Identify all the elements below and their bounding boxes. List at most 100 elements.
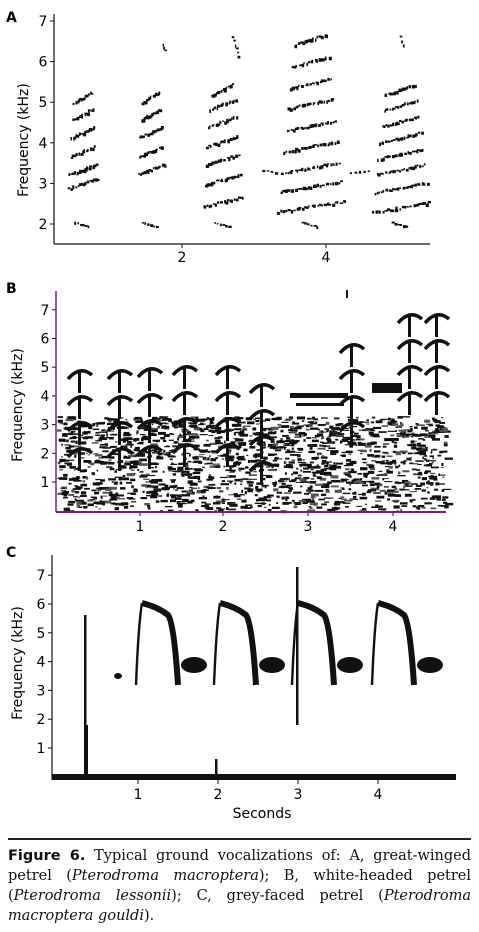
noise-band-b <box>95 431 100 434</box>
noise-band-b <box>151 485 159 489</box>
noise-band-b <box>210 450 217 453</box>
call-trace-a <box>330 183 332 186</box>
y-tick-label: 7 <box>37 568 46 584</box>
noise-band-b <box>187 500 193 504</box>
noise-band-b <box>353 432 359 435</box>
noise-band-b <box>166 493 170 497</box>
noise-band-b <box>285 457 290 460</box>
noise-band-b <box>120 487 126 490</box>
noise-band-b <box>311 427 319 429</box>
noise-band-b <box>374 482 381 486</box>
noise-band-b <box>57 416 64 418</box>
noise-band-b <box>410 483 418 485</box>
call-trace-a <box>401 40 403 44</box>
call-trace-a <box>311 167 316 169</box>
noise-band-b <box>238 467 245 470</box>
noise-band-b <box>428 491 430 494</box>
noise-band-b <box>371 441 377 445</box>
noise-band-b <box>391 418 395 421</box>
noise-band-b <box>277 423 282 426</box>
noise-band-b <box>392 423 399 426</box>
call-trace-a <box>323 100 326 104</box>
noise-band-b <box>286 449 290 452</box>
noise-band-b <box>139 433 146 436</box>
noise-band-b <box>366 490 372 494</box>
noise-band-b <box>135 453 139 457</box>
noise-band-b <box>69 466 77 469</box>
noise-band-b <box>146 473 150 475</box>
call-trace-a <box>225 86 228 89</box>
noise-band-b <box>384 491 388 495</box>
noise-band-b <box>190 440 195 442</box>
noise-band-b <box>341 451 349 454</box>
noise-band-b <box>60 490 67 492</box>
noise-band-b <box>418 438 424 440</box>
call-trace-a <box>295 65 298 68</box>
noise-band-b <box>321 436 325 439</box>
noise-band-b <box>192 435 200 439</box>
call-trace-a <box>289 108 293 112</box>
call-trace-a <box>208 144 211 147</box>
noise-band-b <box>338 501 345 503</box>
call-trace-a <box>307 223 310 226</box>
call-trace-a <box>141 172 145 174</box>
call-contour-b <box>78 397 81 419</box>
call-trace-a <box>235 198 239 202</box>
call-trace-a <box>95 163 99 166</box>
call-trace-a <box>227 139 231 142</box>
noise-band-b <box>277 447 283 450</box>
noise-band-b <box>359 450 368 453</box>
noise-band-b <box>239 430 245 434</box>
noise-band-b <box>330 485 339 488</box>
noise-band-b <box>150 495 158 499</box>
noise-band-b <box>439 450 443 454</box>
noise-band-b <box>130 493 137 495</box>
noise-band-b <box>236 498 242 500</box>
noise-band-b <box>183 471 189 473</box>
call-trace-a <box>363 170 366 173</box>
call-trace-a <box>231 199 233 203</box>
noise-band-b <box>141 427 149 430</box>
call-trace-a <box>67 187 71 190</box>
noise-band-b <box>83 425 91 428</box>
noise-band-b <box>187 431 192 435</box>
call-trace-a <box>354 171 358 174</box>
noise-band-b <box>70 430 76 433</box>
noise-band-b <box>116 496 120 499</box>
call-trace-a <box>76 134 80 138</box>
noise-band-b <box>109 456 115 459</box>
noise-band-b <box>383 478 390 480</box>
call-trace-a <box>152 167 155 170</box>
call-trace-a <box>303 147 307 150</box>
noise-band-b <box>184 467 193 470</box>
noise-band-b <box>157 431 166 435</box>
call-trace-a <box>221 89 223 93</box>
noise-band-b <box>285 498 288 502</box>
call-trace-a <box>150 132 154 136</box>
noise-band-b <box>430 484 434 486</box>
noise-band-b <box>285 418 293 421</box>
call-trace-a <box>401 87 405 91</box>
noise-band-b <box>134 416 142 420</box>
noise-band-b <box>73 479 82 482</box>
noise-band-b <box>381 425 388 427</box>
noise-band-b <box>444 457 453 460</box>
noise-band-b <box>263 456 268 460</box>
noise-band-b <box>59 465 66 469</box>
call-trace-a <box>405 225 409 228</box>
noise-band-b <box>127 455 135 457</box>
noise-band-b <box>323 471 332 475</box>
call-contour-b <box>118 397 121 419</box>
call-contour-b <box>350 397 353 419</box>
noise-band-b <box>248 440 251 442</box>
noise-band-b <box>274 430 277 434</box>
noise-band-b <box>350 468 355 472</box>
call-trace-a <box>149 95 152 99</box>
call-trace-a <box>320 79 323 83</box>
noise-band-b <box>72 416 77 420</box>
call-trace-a <box>315 81 318 84</box>
call-trace-a <box>93 164 97 168</box>
noise-band-b <box>195 455 204 458</box>
noise-band-b <box>95 506 98 508</box>
noise-band-b <box>415 460 424 462</box>
